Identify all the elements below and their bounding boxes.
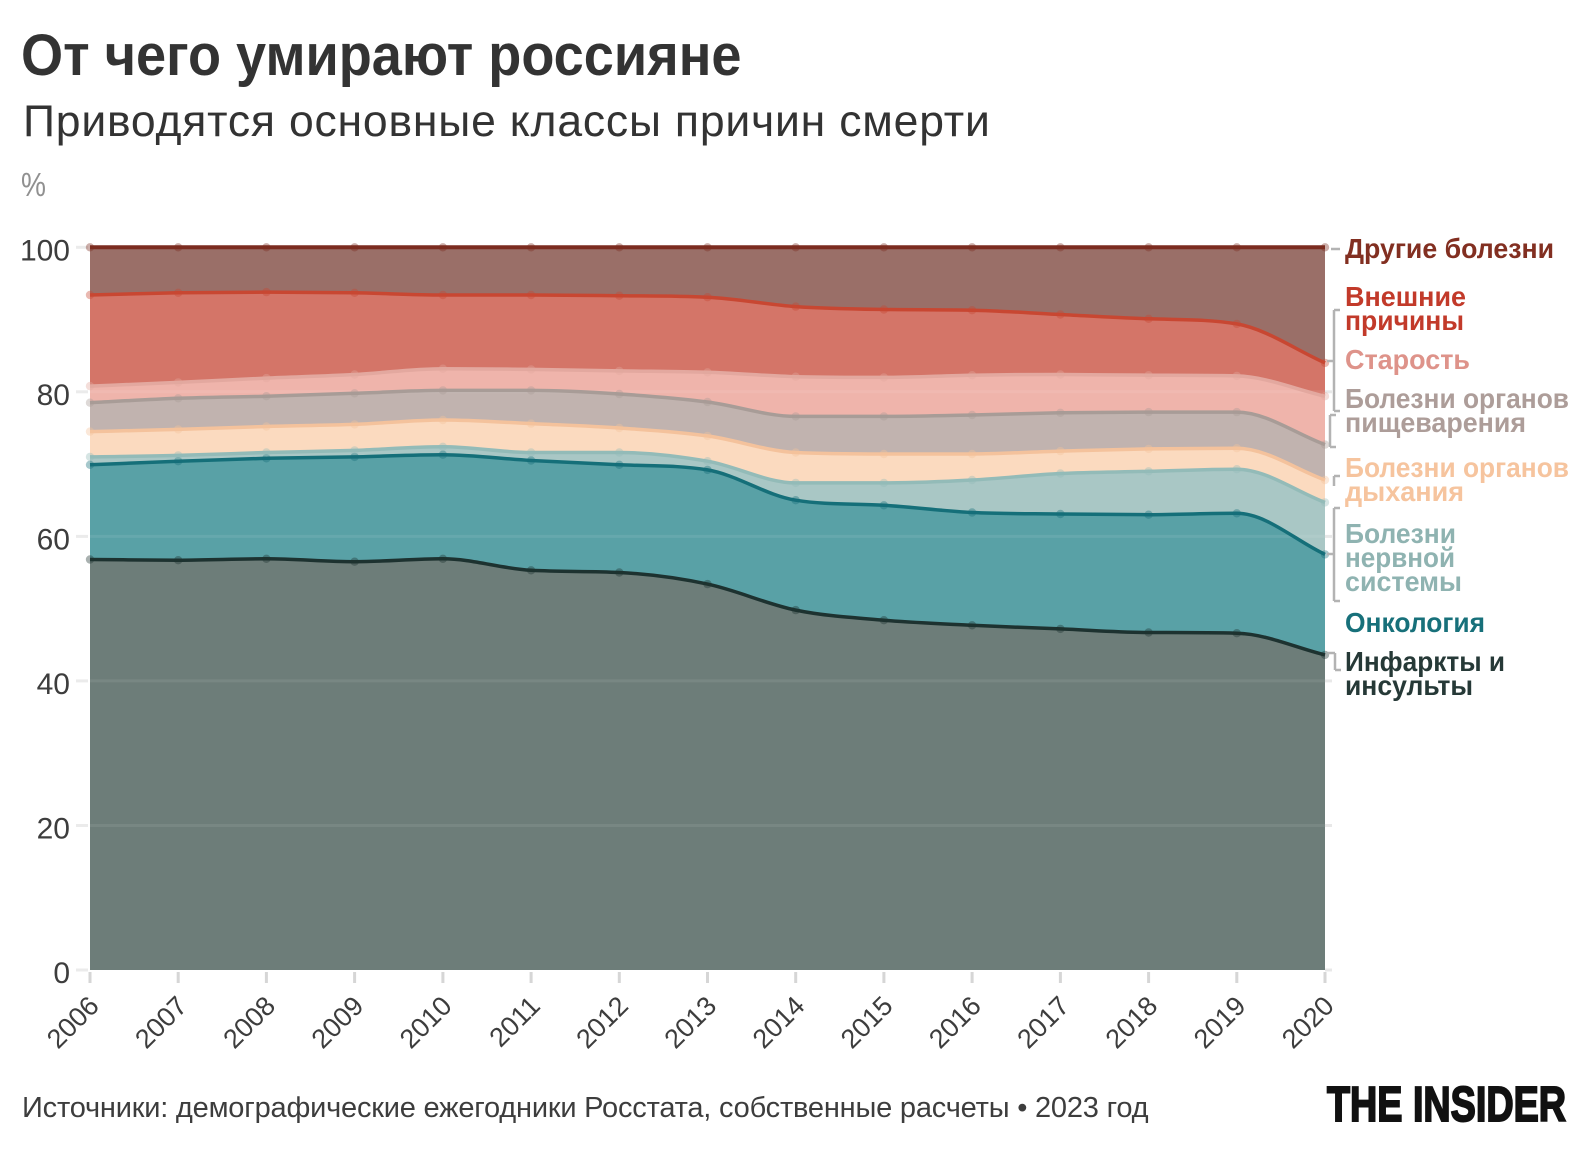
svg-text:2017: 2017 xyxy=(1011,991,1075,1055)
svg-text:2018: 2018 xyxy=(1100,991,1164,1055)
svg-text:пищеварения: пищеварения xyxy=(1345,407,1526,438)
svg-text:2020: 2020 xyxy=(1276,991,1340,1055)
svg-text:80: 80 xyxy=(37,379,70,412)
svg-text:2008: 2008 xyxy=(217,991,281,1055)
svg-text:Онкология: Онкология xyxy=(1345,607,1485,638)
svg-text:100: 100 xyxy=(20,234,70,267)
svg-text:2016: 2016 xyxy=(923,991,987,1055)
svg-text:0: 0 xyxy=(53,957,70,990)
svg-text:2006: 2006 xyxy=(41,991,105,1055)
svg-text:2011: 2011 xyxy=(484,991,546,1053)
svg-text:2010: 2010 xyxy=(394,991,458,1055)
svg-text:Другие болезни: Другие болезни xyxy=(1345,233,1554,264)
svg-text:2019: 2019 xyxy=(1188,991,1252,1055)
svg-text:системы: системы xyxy=(1345,566,1462,597)
svg-text:2014: 2014 xyxy=(747,991,811,1055)
svg-text:60: 60 xyxy=(37,523,70,556)
svg-text:THE INSIDER: THE INSIDER xyxy=(1327,1080,1566,1132)
svg-text:Старость: Старость xyxy=(1345,344,1470,375)
svg-text:причины: причины xyxy=(1345,305,1464,336)
svg-text:2007: 2007 xyxy=(129,991,193,1055)
svg-text:нервной: нервной xyxy=(1345,542,1455,573)
svg-text:2015: 2015 xyxy=(835,991,899,1055)
svg-text:20: 20 xyxy=(37,813,70,846)
svg-text:Внешние: Внешние xyxy=(1345,281,1466,312)
svg-text:Болезни органов: Болезни органов xyxy=(1345,452,1569,483)
svg-text:Болезни: Болезни xyxy=(1345,518,1456,549)
svg-text:2013: 2013 xyxy=(659,991,723,1055)
svg-text:40: 40 xyxy=(37,668,70,701)
svg-text:Болезни органов: Болезни органов xyxy=(1345,383,1569,414)
svg-text:Инфаркты и: Инфаркты и xyxy=(1345,646,1505,677)
svg-text:дыхания: дыхания xyxy=(1345,476,1464,507)
svg-text:инсульты: инсульты xyxy=(1345,670,1473,701)
svg-text:2012: 2012 xyxy=(570,991,634,1055)
svg-text:2009: 2009 xyxy=(306,991,370,1055)
